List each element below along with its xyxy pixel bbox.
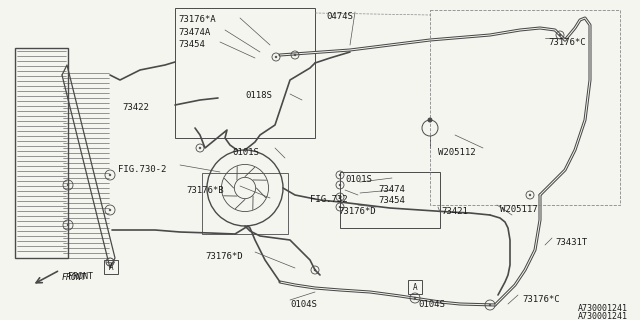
Text: A: A — [413, 283, 417, 292]
Text: A730001241: A730001241 — [578, 312, 628, 320]
Text: 0101S: 0101S — [345, 175, 372, 184]
Text: 0474S: 0474S — [326, 12, 353, 21]
Circle shape — [199, 147, 201, 149]
Text: 73176*C: 73176*C — [548, 38, 586, 47]
Circle shape — [414, 297, 416, 299]
Text: 73422: 73422 — [122, 103, 149, 112]
Circle shape — [275, 56, 277, 58]
Text: 73431T: 73431T — [555, 238, 588, 247]
Bar — [430, 10, 620, 205]
Bar — [340, 172, 440, 228]
Text: 0104S: 0104S — [290, 300, 317, 309]
Bar — [175, 8, 315, 138]
Text: 0104S: 0104S — [418, 300, 445, 309]
Text: 73474: 73474 — [378, 185, 405, 194]
Text: 73474A: 73474A — [178, 28, 211, 37]
Text: 73176*B: 73176*B — [186, 186, 223, 195]
Circle shape — [109, 209, 111, 211]
Text: A730001241: A730001241 — [578, 304, 628, 313]
Text: 73454: 73454 — [178, 40, 205, 49]
Circle shape — [339, 196, 341, 198]
Circle shape — [67, 224, 69, 226]
Text: 73176*A: 73176*A — [178, 15, 216, 24]
Circle shape — [489, 304, 491, 306]
Text: 73421: 73421 — [441, 207, 468, 216]
Bar — [408, 280, 422, 294]
Text: 0101S: 0101S — [232, 148, 259, 157]
Text: FRONT: FRONT — [62, 274, 87, 283]
Circle shape — [339, 206, 341, 208]
Text: A: A — [109, 262, 113, 271]
Bar — [104, 260, 118, 274]
Text: FIG.730-2: FIG.730-2 — [118, 165, 166, 174]
Circle shape — [339, 174, 341, 176]
Text: W205112: W205112 — [438, 148, 476, 157]
Circle shape — [339, 184, 341, 186]
Text: 73176*C: 73176*C — [522, 295, 559, 304]
Text: 73454: 73454 — [378, 196, 405, 205]
Text: FIG.732: FIG.732 — [310, 195, 348, 204]
Circle shape — [67, 184, 69, 186]
Circle shape — [529, 194, 531, 196]
Text: 0118S: 0118S — [245, 91, 272, 100]
Circle shape — [428, 118, 432, 122]
Circle shape — [109, 174, 111, 176]
Bar — [15, 48, 68, 258]
Bar — [202, 173, 288, 234]
Circle shape — [294, 54, 296, 56]
Text: 73176*D: 73176*D — [205, 252, 243, 261]
Text: FRONT: FRONT — [68, 272, 93, 281]
Circle shape — [314, 269, 316, 271]
Text: W205117: W205117 — [500, 205, 538, 214]
Text: 73176*D: 73176*D — [338, 207, 376, 216]
Circle shape — [559, 34, 561, 36]
